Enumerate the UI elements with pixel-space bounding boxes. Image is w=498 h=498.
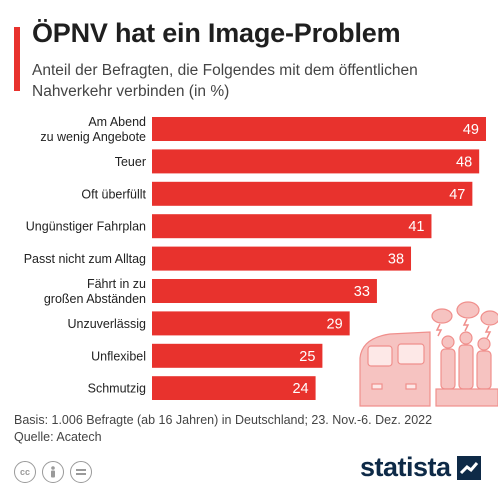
data-label: 29 xyxy=(327,316,343,332)
data-label: 48 xyxy=(456,154,472,170)
data-label: 47 xyxy=(449,187,465,203)
title-accent-bar xyxy=(14,27,20,91)
bar xyxy=(152,279,377,303)
bar xyxy=(152,117,486,141)
train-illustration xyxy=(359,301,498,407)
attribution-icon[interactable] xyxy=(42,461,64,483)
bar xyxy=(152,311,350,336)
bar xyxy=(152,343,323,368)
category-label: Teuer xyxy=(115,155,146,169)
category-label: Unzuverlässig xyxy=(67,317,146,331)
statista-logo[interactable]: statista xyxy=(360,452,481,483)
license-icons: cc xyxy=(14,461,92,483)
data-label: 41 xyxy=(408,219,424,235)
category-label: zu wenig Angebote xyxy=(40,130,146,144)
category-label: Am Abend xyxy=(88,115,146,129)
data-label: 38 xyxy=(388,252,404,268)
creative-commons-icon[interactable]: cc xyxy=(14,461,36,483)
category-label: Schmutzig xyxy=(88,382,146,396)
data-label: 24 xyxy=(292,381,308,397)
bar xyxy=(152,376,316,400)
category-label: Unflexibel xyxy=(91,349,146,363)
category-label: großen Abständen xyxy=(44,292,146,306)
source-note: Basis: 1.006 Befragte (ab 16 Jahren) in … xyxy=(14,413,433,427)
bar xyxy=(152,181,473,206)
data-label: 25 xyxy=(299,349,315,365)
statista-logo-icon xyxy=(456,455,481,480)
data-label: 49 xyxy=(463,122,479,138)
brand-name: statista xyxy=(360,452,451,482)
bar xyxy=(152,149,480,174)
chart-title: ÖPNV hat ein Image-Problem xyxy=(32,18,401,48)
category-label: Passt nicht zum Alltag xyxy=(24,252,146,266)
no-derivatives-icon[interactable] xyxy=(70,461,92,483)
chart-subtitle: Anteil der Befragten, die Folgendes mit … xyxy=(32,62,418,100)
bar xyxy=(152,214,432,239)
category-label: Ungünstiger Fahrplan xyxy=(26,220,146,234)
data-label: 33 xyxy=(354,284,370,300)
source: Quelle: Acatech xyxy=(14,430,102,444)
bar xyxy=(152,246,412,271)
footer: Basis: 1.006 Befragte (ab 16 Jahren) in … xyxy=(14,412,484,446)
category-label: Oft überfüllt xyxy=(81,187,146,201)
category-label: Fährt in zu xyxy=(87,277,146,291)
